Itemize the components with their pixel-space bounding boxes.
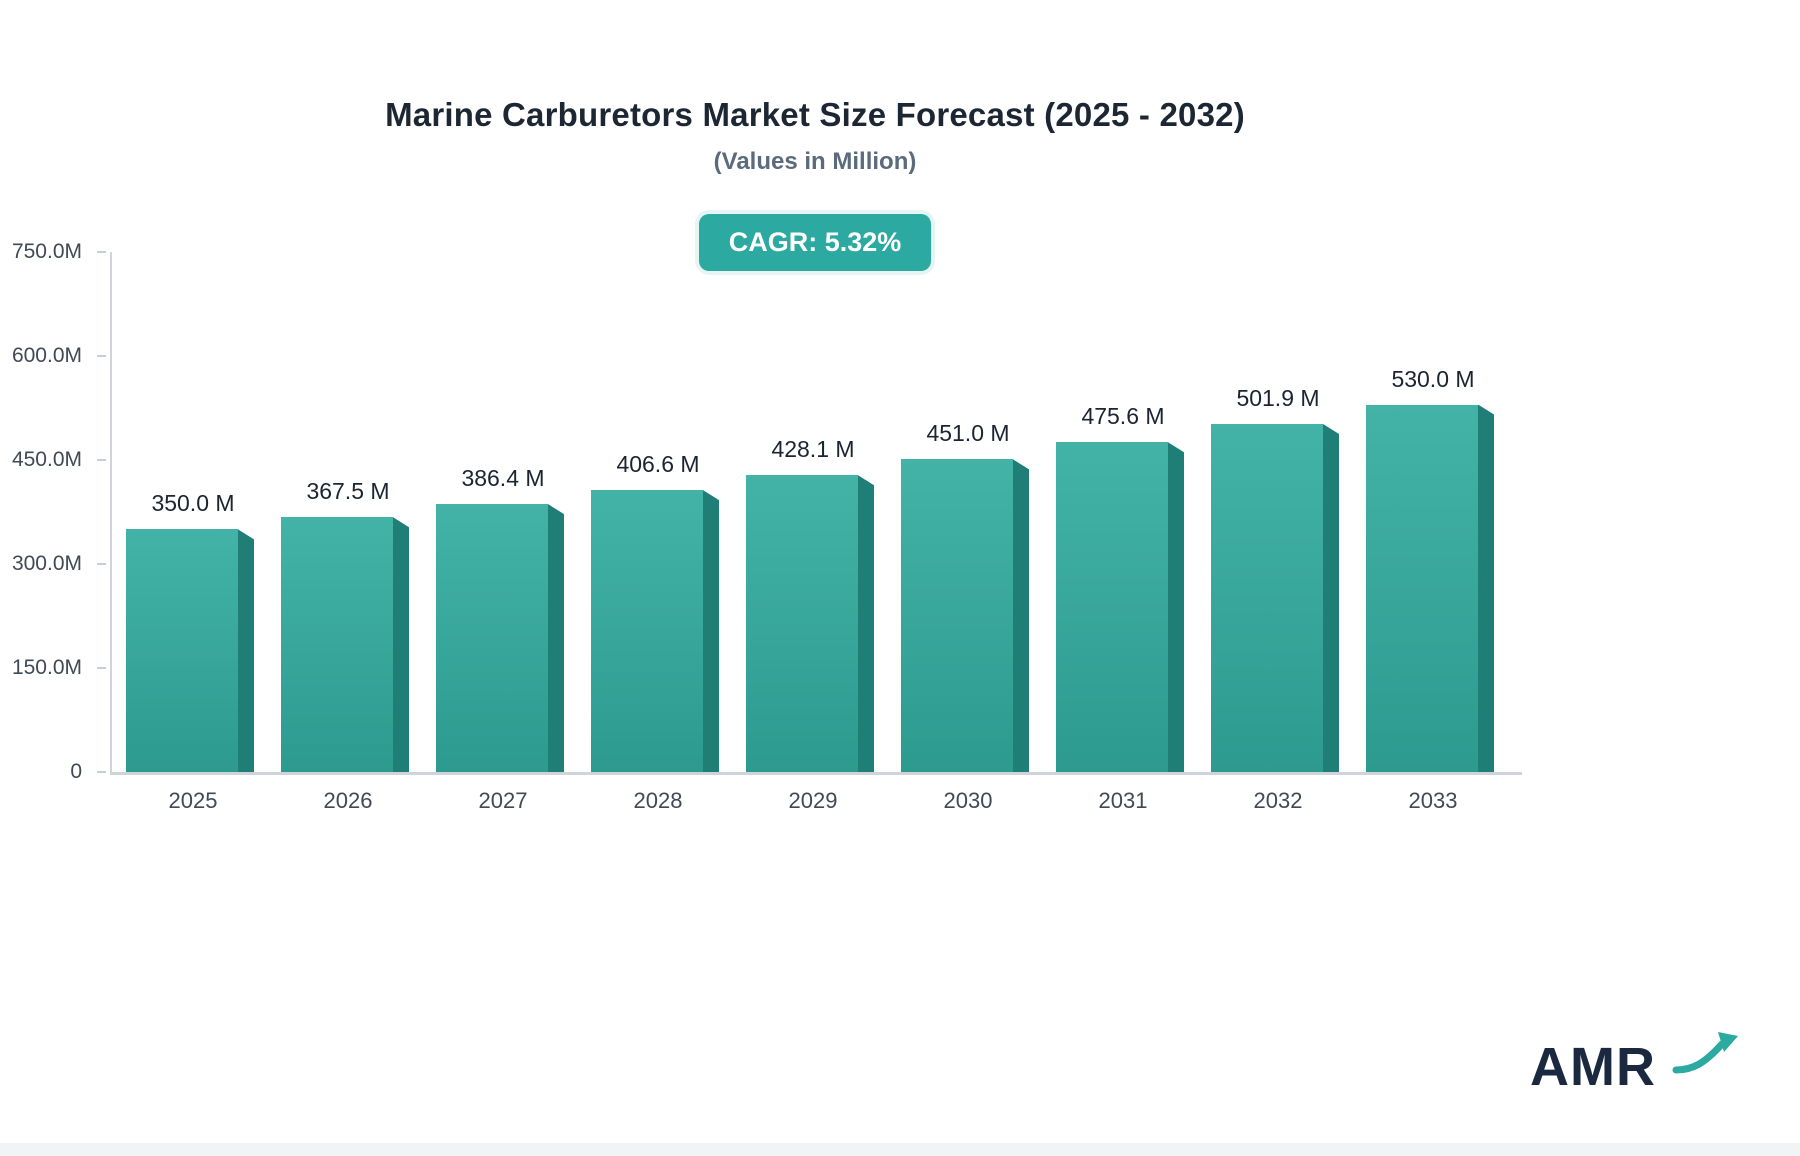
bar-value-label: 386.4 M — [461, 465, 545, 492]
chart-header: Marine Carburetors Market Size Forecast … — [0, 0, 1630, 271]
plot-area: 350.0 M 2025 367.5 M 2026 386.4 M 2027 406.6 M… — [110, 252, 1522, 813]
y-axis-tick-label: 300.0M — [11, 552, 82, 575]
bars-container: 350.0 M 2025 367.5 M 2026 386.4 M 2027 406.6 M… — [112, 252, 1522, 813]
x-axis-label: 2027 — [478, 788, 528, 813]
x-axis-label: 2029 — [788, 788, 838, 813]
bar-value-label: 501.9 M — [1236, 385, 1320, 412]
x-axis-label: 2033 — [1408, 788, 1458, 813]
bar-2029 — [746, 475, 858, 772]
bar-value-label: 530.0 M — [1391, 365, 1475, 392]
bar-2025 — [126, 529, 238, 772]
y-axis-tick-mark — [97, 459, 106, 461]
bar-group-2031: 475.6 M 2031 — [1048, 252, 1198, 813]
page-subtitle: (Values in Million) — [713, 148, 917, 175]
y-axis-tick-mark — [97, 563, 106, 565]
x-axis-label: 2031 — [1098, 788, 1148, 813]
bar-group-2026: 367.5 M 2026 — [273, 252, 423, 813]
bar-value-label: 451.0 M — [926, 420, 1010, 447]
bar-2031 — [1056, 442, 1168, 772]
y-axis-tick-mark — [97, 251, 106, 253]
bar-2030 — [901, 459, 1013, 772]
bar-value-label: 367.5 M — [306, 478, 390, 505]
x-axis-label: 2025 — [168, 788, 218, 813]
cagr-badge: CAGR: 5.32% — [698, 214, 932, 271]
bar-group-2025: 350.0 M 2025 — [118, 252, 268, 813]
x-axis-label: 2026 — [323, 788, 373, 813]
bar-2026 — [281, 517, 393, 772]
bar-value-label: 406.6 M — [616, 451, 700, 478]
bar-group-2027: 386.4 M 2027 — [428, 252, 578, 813]
bar-value-label: 428.1 M — [771, 436, 855, 463]
footer-strip — [0, 1143, 1800, 1156]
x-axis-label: 2032 — [1253, 788, 1303, 813]
amr-logo: AMR — [1530, 1032, 1738, 1106]
y-axis-tick-label: 150.0M — [11, 656, 82, 679]
arrow-up-icon — [1672, 1032, 1738, 1074]
bar-chart: 0 150.0M 300.0M 450.0M 600.0M 750.0M 350.0 M 2… — [0, 230, 1800, 850]
bar-group-2028: 406.6 M 2028 — [583, 252, 733, 813]
bar-group-2033: 530.0 M 2033 — [1358, 252, 1508, 813]
page-title: Marine Carburetors Market Size Forecast … — [385, 96, 1245, 133]
y-axis-tick-label: 750.0M — [11, 240, 82, 263]
bar-2032 — [1211, 424, 1323, 772]
bar-2033 — [1366, 404, 1478, 772]
bar-2028 — [591, 490, 703, 772]
bar-group-2030: 451.0 M 2030 — [893, 252, 1043, 813]
y-axis-tick-label: 450.0M — [11, 448, 82, 471]
y-axis-tick-mark — [97, 355, 106, 357]
y-axis-tick-label: 0 — [70, 760, 82, 783]
amr-logo-text: AMR — [1530, 1037, 1656, 1097]
y-axis-tick-mark — [97, 771, 106, 773]
bar-value-label: 475.6 M — [1081, 403, 1165, 430]
bar-value-label: 350.0 M — [151, 490, 235, 517]
bar-group-2029: 428.1 M 2029 — [738, 252, 888, 813]
x-axis-label: 2028 — [633, 788, 683, 813]
y-axis-tick-label: 600.0M — [11, 344, 82, 367]
y-axis-tick-mark — [97, 667, 106, 669]
x-axis-label: 2030 — [943, 788, 993, 813]
y-axis-labels: 0 150.0M 300.0M 450.0M 600.0M 750.0M — [0, 240, 108, 783]
bar-group-2032: 501.9 M 2032 — [1203, 252, 1353, 813]
bar-2027 — [436, 504, 548, 772]
